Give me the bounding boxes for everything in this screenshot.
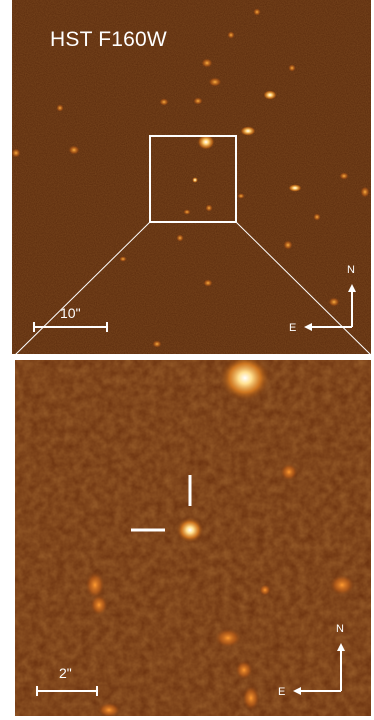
filter-label: HST F160W	[50, 28, 167, 51]
bottom-compass	[293, 643, 345, 695]
bottom-scale-bar	[36, 686, 98, 696]
zoom-cutout-image: N E 2"	[15, 360, 371, 716]
top-compass-north: N	[347, 264, 355, 276]
bottom-compass-east: E	[278, 686, 285, 698]
zoom-cutout-sources	[85, 360, 355, 716]
zoom-cutout-sky: N E	[15, 360, 371, 716]
zoom-region-box	[149, 135, 237, 223]
top-scale-bar-label: 10"	[60, 305, 81, 321]
bottom-scale-bar-label: 2"	[59, 665, 72, 681]
top-compass-east: E	[289, 322, 296, 334]
wide-field-sky: N E	[12, 0, 371, 354]
wide-field-image: N E HST F160W 10"	[12, 0, 371, 354]
bottom-compass-north: N	[336, 623, 344, 635]
target-markers	[131, 475, 192, 532]
